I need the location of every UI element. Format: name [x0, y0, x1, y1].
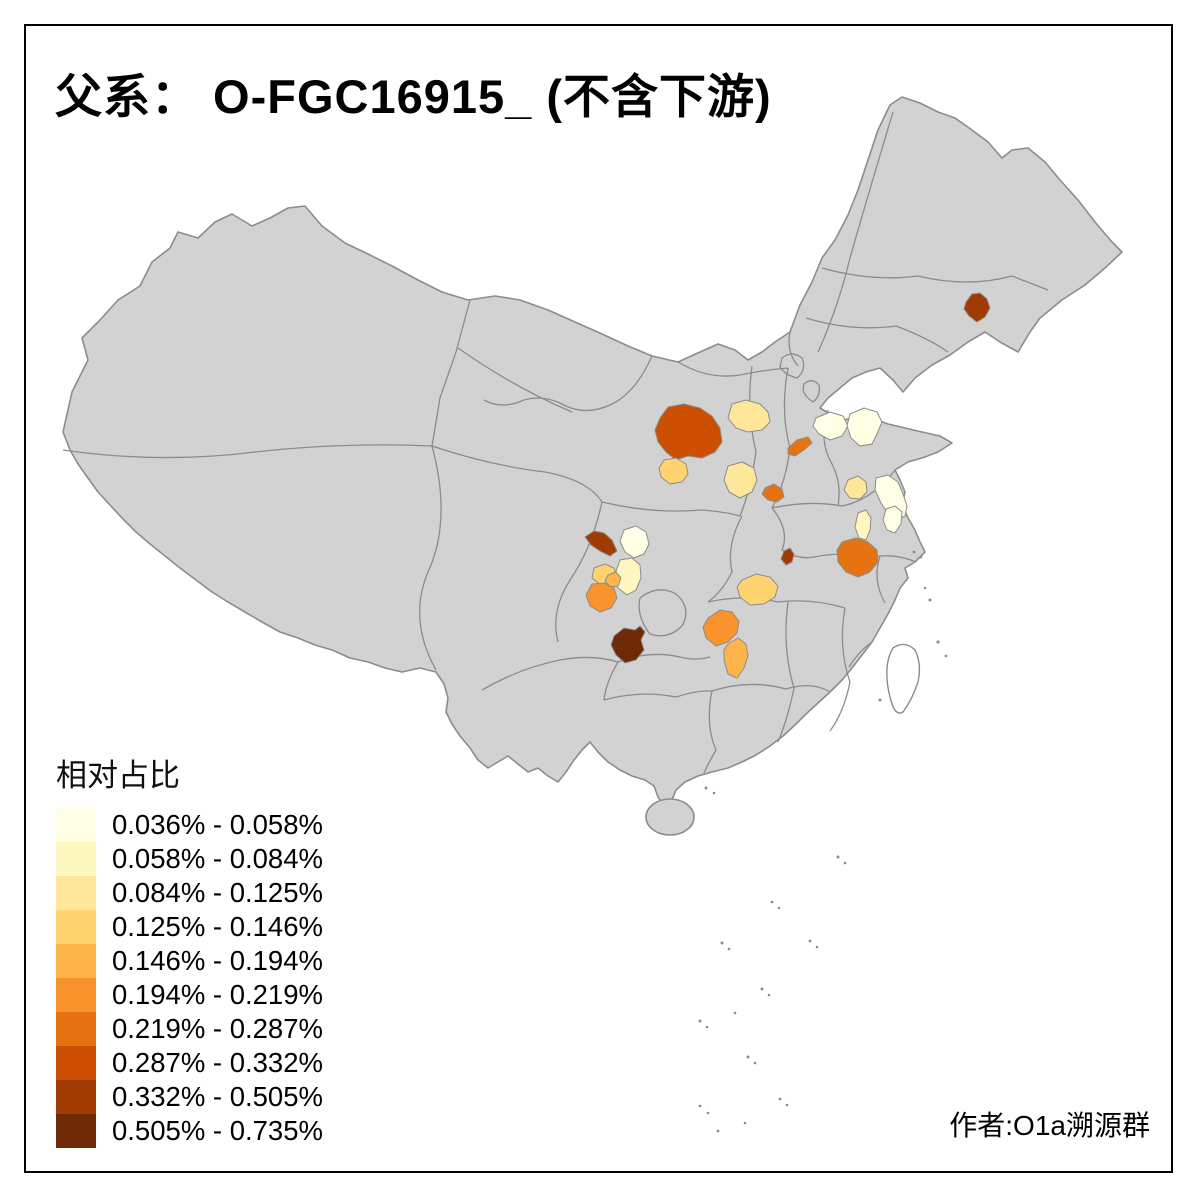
china-mainland-outline: [62, 96, 1123, 807]
island-hainan: [645, 798, 695, 836]
legend-color-swatch: [56, 1114, 96, 1148]
region-henan-central: [761, 483, 785, 503]
legend-color-swatch: [56, 1080, 96, 1114]
legend-entry: 0.505% - 0.735%: [56, 1114, 323, 1148]
region-anhui-north-a: [854, 509, 872, 541]
region-henan-west: [723, 461, 758, 499]
legend: 相对占比 0.036% - 0.058% 0.058% - 0.084% 0.084…: [56, 750, 323, 1148]
region-sichuan-north: [584, 530, 618, 557]
legend-color-swatch: [56, 910, 96, 944]
region-shaanxi-north: [727, 399, 771, 433]
region-gansu-east: [654, 403, 723, 461]
region-chengdu-south: [585, 582, 618, 613]
legend-entry: 0.036% - 0.058%: [56, 808, 323, 842]
region-anhui-north-b: [882, 505, 903, 534]
legend-entry: 0.219% - 0.287%: [56, 1012, 323, 1046]
region-shandong-sw: [843, 475, 868, 500]
legend-entry: 0.125% - 0.146%: [56, 910, 323, 944]
legend-range-label: 0.036% - 0.058%: [112, 809, 323, 840]
region-shanxi-east: [787, 436, 813, 457]
region-hunan-west: [702, 609, 740, 647]
region-hunan-north: [736, 573, 779, 606]
legend-range-label: 0.332% - 0.505%: [112, 1081, 323, 1112]
island-taiwan: [886, 643, 921, 714]
legend-entries: 0.036% - 0.058% 0.058% - 0.084% 0.084% - 0…: [56, 808, 323, 1148]
legend-entry: 0.194% - 0.219%: [56, 978, 323, 1012]
legend-range-label: 0.194% - 0.219%: [112, 979, 323, 1010]
legend-range-label: 0.219% - 0.287%: [112, 1013, 323, 1044]
region-sichuan-ne-a: [619, 525, 650, 559]
legend-entry: 0.287% - 0.332%: [56, 1046, 323, 1080]
region-chengdu-east: [604, 571, 622, 588]
region-jilin-central: [963, 292, 991, 323]
legend-range-label: 0.125% - 0.146%: [112, 911, 323, 942]
legend-entry: 0.084% - 0.125%: [56, 876, 323, 910]
legend-title: 相对占比: [56, 758, 180, 793]
region-hunan-central: [723, 637, 749, 679]
choropleth-regions: [584, 292, 991, 679]
region-guizhou-north: [610, 625, 646, 664]
legend-entry: 0.332% - 0.505%: [56, 1080, 323, 1114]
region-shandong-nw-a: [812, 411, 849, 441]
legend-color-swatch: [56, 978, 96, 1012]
south-china-sea-islands: [698, 550, 948, 1133]
region-anhui-central: [836, 537, 879, 578]
legend-color-swatch: [56, 876, 96, 910]
attribution-text: 作者:O1a溯源群: [949, 1110, 1150, 1141]
region-hubei-central: [780, 547, 795, 566]
legend-entry: 0.058% - 0.084%: [56, 842, 323, 876]
page-title: 父系： O-FGC16915_ (不含下游): [55, 70, 772, 123]
region-shandong-nw-b: [846, 407, 883, 447]
legend-range-label: 0.287% - 0.332%: [112, 1047, 323, 1078]
legend-color-swatch: [56, 1046, 96, 1080]
province-borders: [62, 111, 1049, 774]
legend-range-label: 0.084% - 0.125%: [112, 877, 323, 908]
legend-range-label: 0.505% - 0.735%: [112, 1115, 323, 1146]
legend-range-label: 0.146% - 0.194%: [112, 945, 323, 976]
legend-color-swatch: [56, 1012, 96, 1046]
legend-color-swatch: [56, 944, 96, 978]
legend-range-label: 0.058% - 0.084%: [112, 843, 323, 874]
region-gansu-south: [658, 457, 689, 485]
legend-entry: 0.146% - 0.194%: [56, 944, 323, 978]
region-jiangsu-north: [874, 474, 908, 521]
legend-color-swatch: [56, 808, 96, 842]
legend-color-swatch: [56, 842, 96, 876]
